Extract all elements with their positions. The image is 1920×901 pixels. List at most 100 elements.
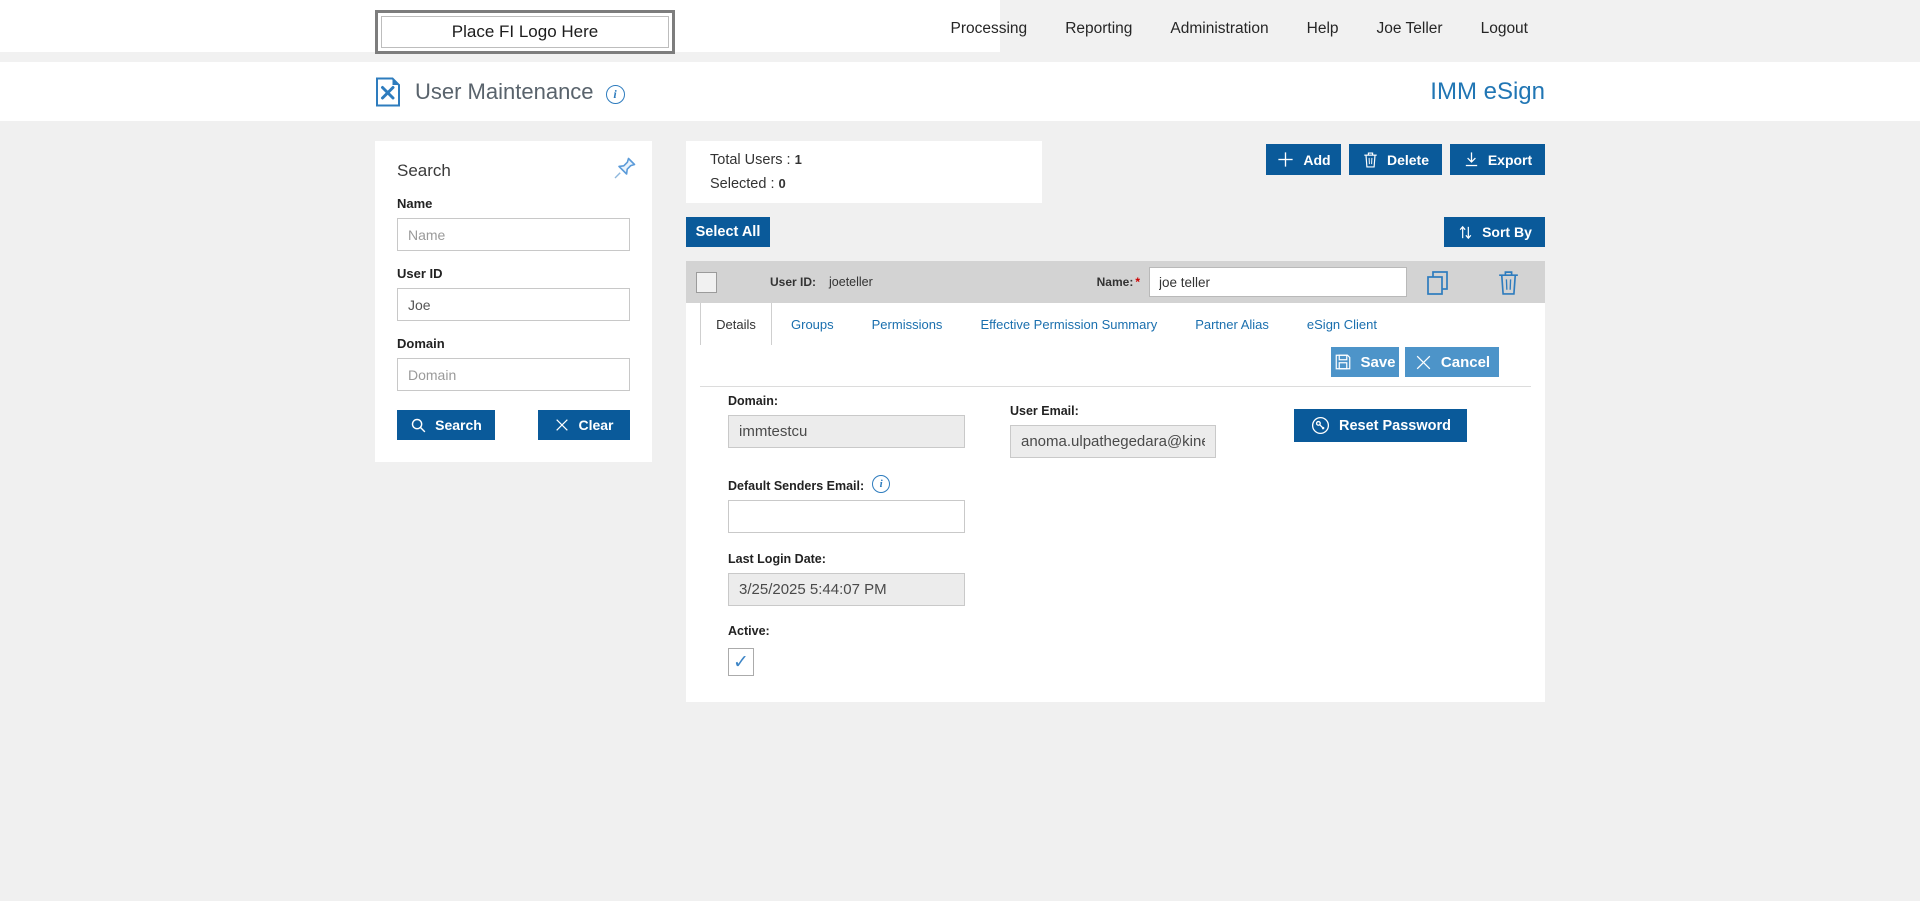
details-form: Domain: User Email: [700,387,1531,676]
main-nav: Processing Reporting Administration Help… [951,0,1546,58]
tab-partner-alias[interactable]: Partner Alias [1195,316,1269,332]
save-button[interactable]: Save [1331,347,1399,377]
selected-line: Selected :0 [710,176,1018,192]
selected-value: 0 [778,176,786,191]
page-info-icon[interactable]: i [605,84,625,104]
delete-button-label: Delete [1386,151,1430,168]
add-button-label: Add [1303,151,1331,168]
nav-reporting[interactable]: Reporting [1065,20,1133,37]
floppy-save-icon [1336,354,1351,370]
x-icon [556,419,569,431]
search-userid-field-group: User ID [397,266,630,321]
page-title-group: User Maintenance i [375,77,625,107]
user-email-label: User Email: [1010,404,1079,418]
user-name-input[interactable] [1149,267,1407,297]
key-circle-icon [1311,416,1329,435]
search-domain-label: Domain [397,336,445,351]
tab-details[interactable]: Details [700,303,772,345]
export-button[interactable]: Export [1450,144,1545,175]
trash-icon [1364,151,1377,168]
tab-esign-client[interactable]: eSign Client [1306,316,1378,332]
user-detail-panel: Details Groups Permissions Effective Per… [686,303,1545,702]
tab-permissions[interactable]: Permissions [871,316,943,332]
default-senders-field-group: Default Senders Email: i [728,475,965,533]
cancel-button[interactable]: Cancel [1405,347,1499,377]
export-button-label: Export [1487,151,1533,168]
user-email-input [1010,425,1216,458]
active-field-group: Active: ✓ [728,624,1503,676]
save-cancel-row: Save Cancel [700,347,1531,377]
last-login-input [728,573,965,606]
last-login-label: Last Login Date: [728,552,826,566]
user-row: User ID: joeteller Name: * [686,261,1545,303]
panel-divider [700,386,1531,387]
cancel-button-label: Cancel [1440,353,1491,371]
nav-logout[interactable]: Logout [1480,20,1528,37]
clear-button-label: Clear [578,417,614,433]
pin-icon[interactable] [612,155,638,186]
user-row-checkbox[interactable] [696,271,717,293]
total-users-label: Total Users : [710,152,791,168]
list-action-buttons: Add Delete [1266,144,1545,175]
user-id-value: joeteller [829,275,873,289]
search-panel-title: Search [397,161,451,180]
search-button[interactable]: Search [397,410,495,440]
detail-tabs: Details Groups Permissions Effective Per… [700,303,1531,345]
user-maintenance-doc-tools-icon [376,77,400,106]
nav-administration[interactable]: Administration [1170,20,1269,37]
search-name-input[interactable] [397,218,630,251]
save-button-label: Save [1360,353,1396,371]
user-id-label: User ID: [770,275,817,289]
search-domain-input[interactable] [397,358,630,391]
search-buttons-row: Search Clear [397,410,630,440]
checkmark-icon: ✓ [733,651,749,673]
main-area: Search Name User ID Domain [0,121,1920,901]
search-panel: Search Name User ID Domain [375,141,652,462]
page-header: User Maintenance i IMM eSign [0,62,1920,121]
search-name-label: Name [397,196,433,211]
add-button[interactable]: Add [1266,144,1341,175]
search-userid-label: User ID [397,266,443,281]
active-checkbox[interactable]: ✓ [728,648,754,676]
nav-user-joe-teller[interactable]: Joe Teller [1376,20,1443,37]
nav-help[interactable]: Help [1306,20,1339,37]
reset-password-label: Reset Password [1338,417,1451,434]
clear-button[interactable]: Clear [538,410,630,440]
reset-password-button[interactable]: Reset Password [1293,409,1467,442]
copy-user-icon[interactable] [1424,268,1452,296]
search-icon [411,418,426,432]
search-domain-field-group: Domain [397,336,630,391]
top-bar: Place FI Logo Here Processing Reporting … [0,0,1920,62]
search-name-field-group: Name [397,196,630,251]
selected-label: Selected : [710,176,775,192]
nav-processing[interactable]: Processing [950,20,1028,37]
domain-field-group: Domain: [728,394,965,448]
summary-card: Total Users :1 Selected :0 [686,141,1042,203]
row-trash-icon[interactable] [1496,269,1521,296]
fi-logo-text: Place FI Logo Here [451,22,599,41]
total-users-value: 1 [794,152,802,167]
tab-groups[interactable]: Groups [791,316,834,332]
plus-icon [1278,152,1294,167]
sort-arrows-icon [1459,225,1472,239]
search-userid-input[interactable] [397,288,630,321]
page-title: User Maintenance [415,78,594,104]
tab-effective-permission-summary[interactable]: Effective Permission Summary [980,316,1158,332]
select-all-label: Select All [695,224,761,240]
active-label: Active: [728,624,770,638]
last-login-field-group: Last Login Date: [728,552,965,606]
delete-button[interactable]: Delete [1349,144,1442,175]
user-email-field-group: User Email: [1010,404,1216,458]
required-asterisk: * [1135,275,1140,289]
default-senders-input[interactable] [728,500,965,533]
select-all-button[interactable]: Select All [686,217,770,247]
domain-label: Domain: [728,394,778,408]
brand-logo-text: IMM eSign [1430,77,1545,105]
fi-logo-placeholder: Place FI Logo Here [375,10,675,54]
user-list-area: Total Users :1 Selected :0 Add [686,141,1545,702]
sort-by-button[interactable]: Sort By [1444,217,1545,247]
default-senders-info-icon[interactable]: i [872,475,891,493]
user-name-label: Name: [1096,275,1134,289]
sort-by-label: Sort By [1482,224,1532,240]
cancel-x-icon [1416,355,1431,369]
